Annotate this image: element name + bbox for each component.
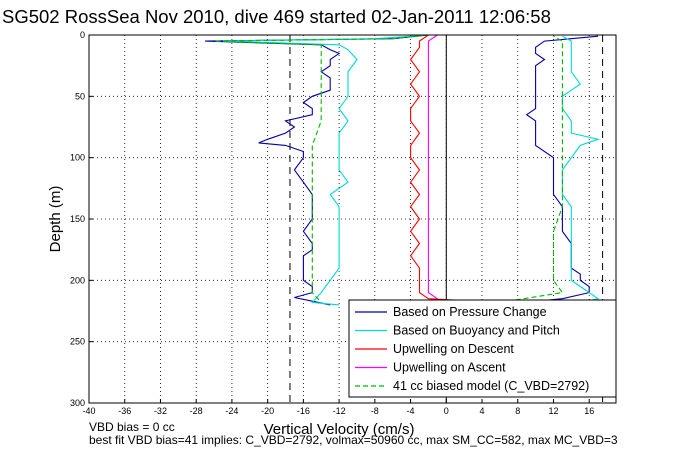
x-tick-label: -20 [261,406,274,416]
series-line-3-descent [409,34,500,303]
y-axis-label: Depth (m) [47,186,64,253]
x-tick-label: -4 [407,406,415,416]
footer-line-2: best fit VBD bias=41 implies: C_VBD=2792… [89,433,618,447]
legend-entry-label: Based on Buoyancy and Pitch [393,324,560,338]
series-line-4-descent [427,34,438,300]
legend: Based on Pressure Change Based on Buoyanc… [348,299,617,398]
y-axis-ticks: 0 50 100 150 200 250 300 [70,30,93,408]
x-axis-label: Vertical Velocity (cm/s) [264,421,415,438]
x-tick-label: -24 [225,406,238,416]
x-tick-label: -28 [190,406,203,416]
y-tick-label: 0 [80,30,85,40]
legend-box [348,299,617,398]
series-line-5-ascent [499,35,564,303]
y-tick-label: 300 [70,398,85,408]
y-tick-label: 250 [70,337,85,347]
x-tick-label: 4 [480,406,485,416]
data-series [205,34,601,306]
y-tick-label: 150 [70,214,85,224]
x-tick-label: 0 [444,406,449,416]
footer-line-1: VBD bias = 0 cc [89,420,175,434]
legend-entry-label: Based on Pressure Change [393,305,547,319]
y-tick-label: 200 [70,275,85,285]
series-line-2-descent [222,34,429,306]
x-tick-label: -32 [154,406,167,416]
y-tick-label: 100 [70,153,85,163]
series-line-1-descent [205,34,429,306]
x-tick-label: -40 [82,406,95,416]
x-tick-label: 16 [584,406,594,416]
x-tick-label: -16 [297,406,310,416]
x-axis-ticks: -40 -36 -32 -28 -24 -20 -16 -12 -8 -4 0 4 8 12 16 [82,399,594,416]
legend-entry-label: 41 cc biased model (C_VBD=2792) [393,379,589,393]
legend-entry-label: Upwelling on Ascent [393,361,506,375]
series-line-2-ascent [561,35,601,306]
legend-entry-label: Upwelling on Descent [393,342,514,356]
x-tick-label: -8 [371,406,379,416]
x-tick-label: -12 [333,406,346,416]
series-line-1-ascent [499,35,599,306]
x-tick-label: 12 [548,406,558,416]
chart-title: SG502 RossSea Nov 2010, dive 469 started… [2,6,551,27]
x-tick-label: -36 [118,406,131,416]
y-tick-label: 50 [75,91,85,101]
x-tick-label: 8 [515,406,520,416]
